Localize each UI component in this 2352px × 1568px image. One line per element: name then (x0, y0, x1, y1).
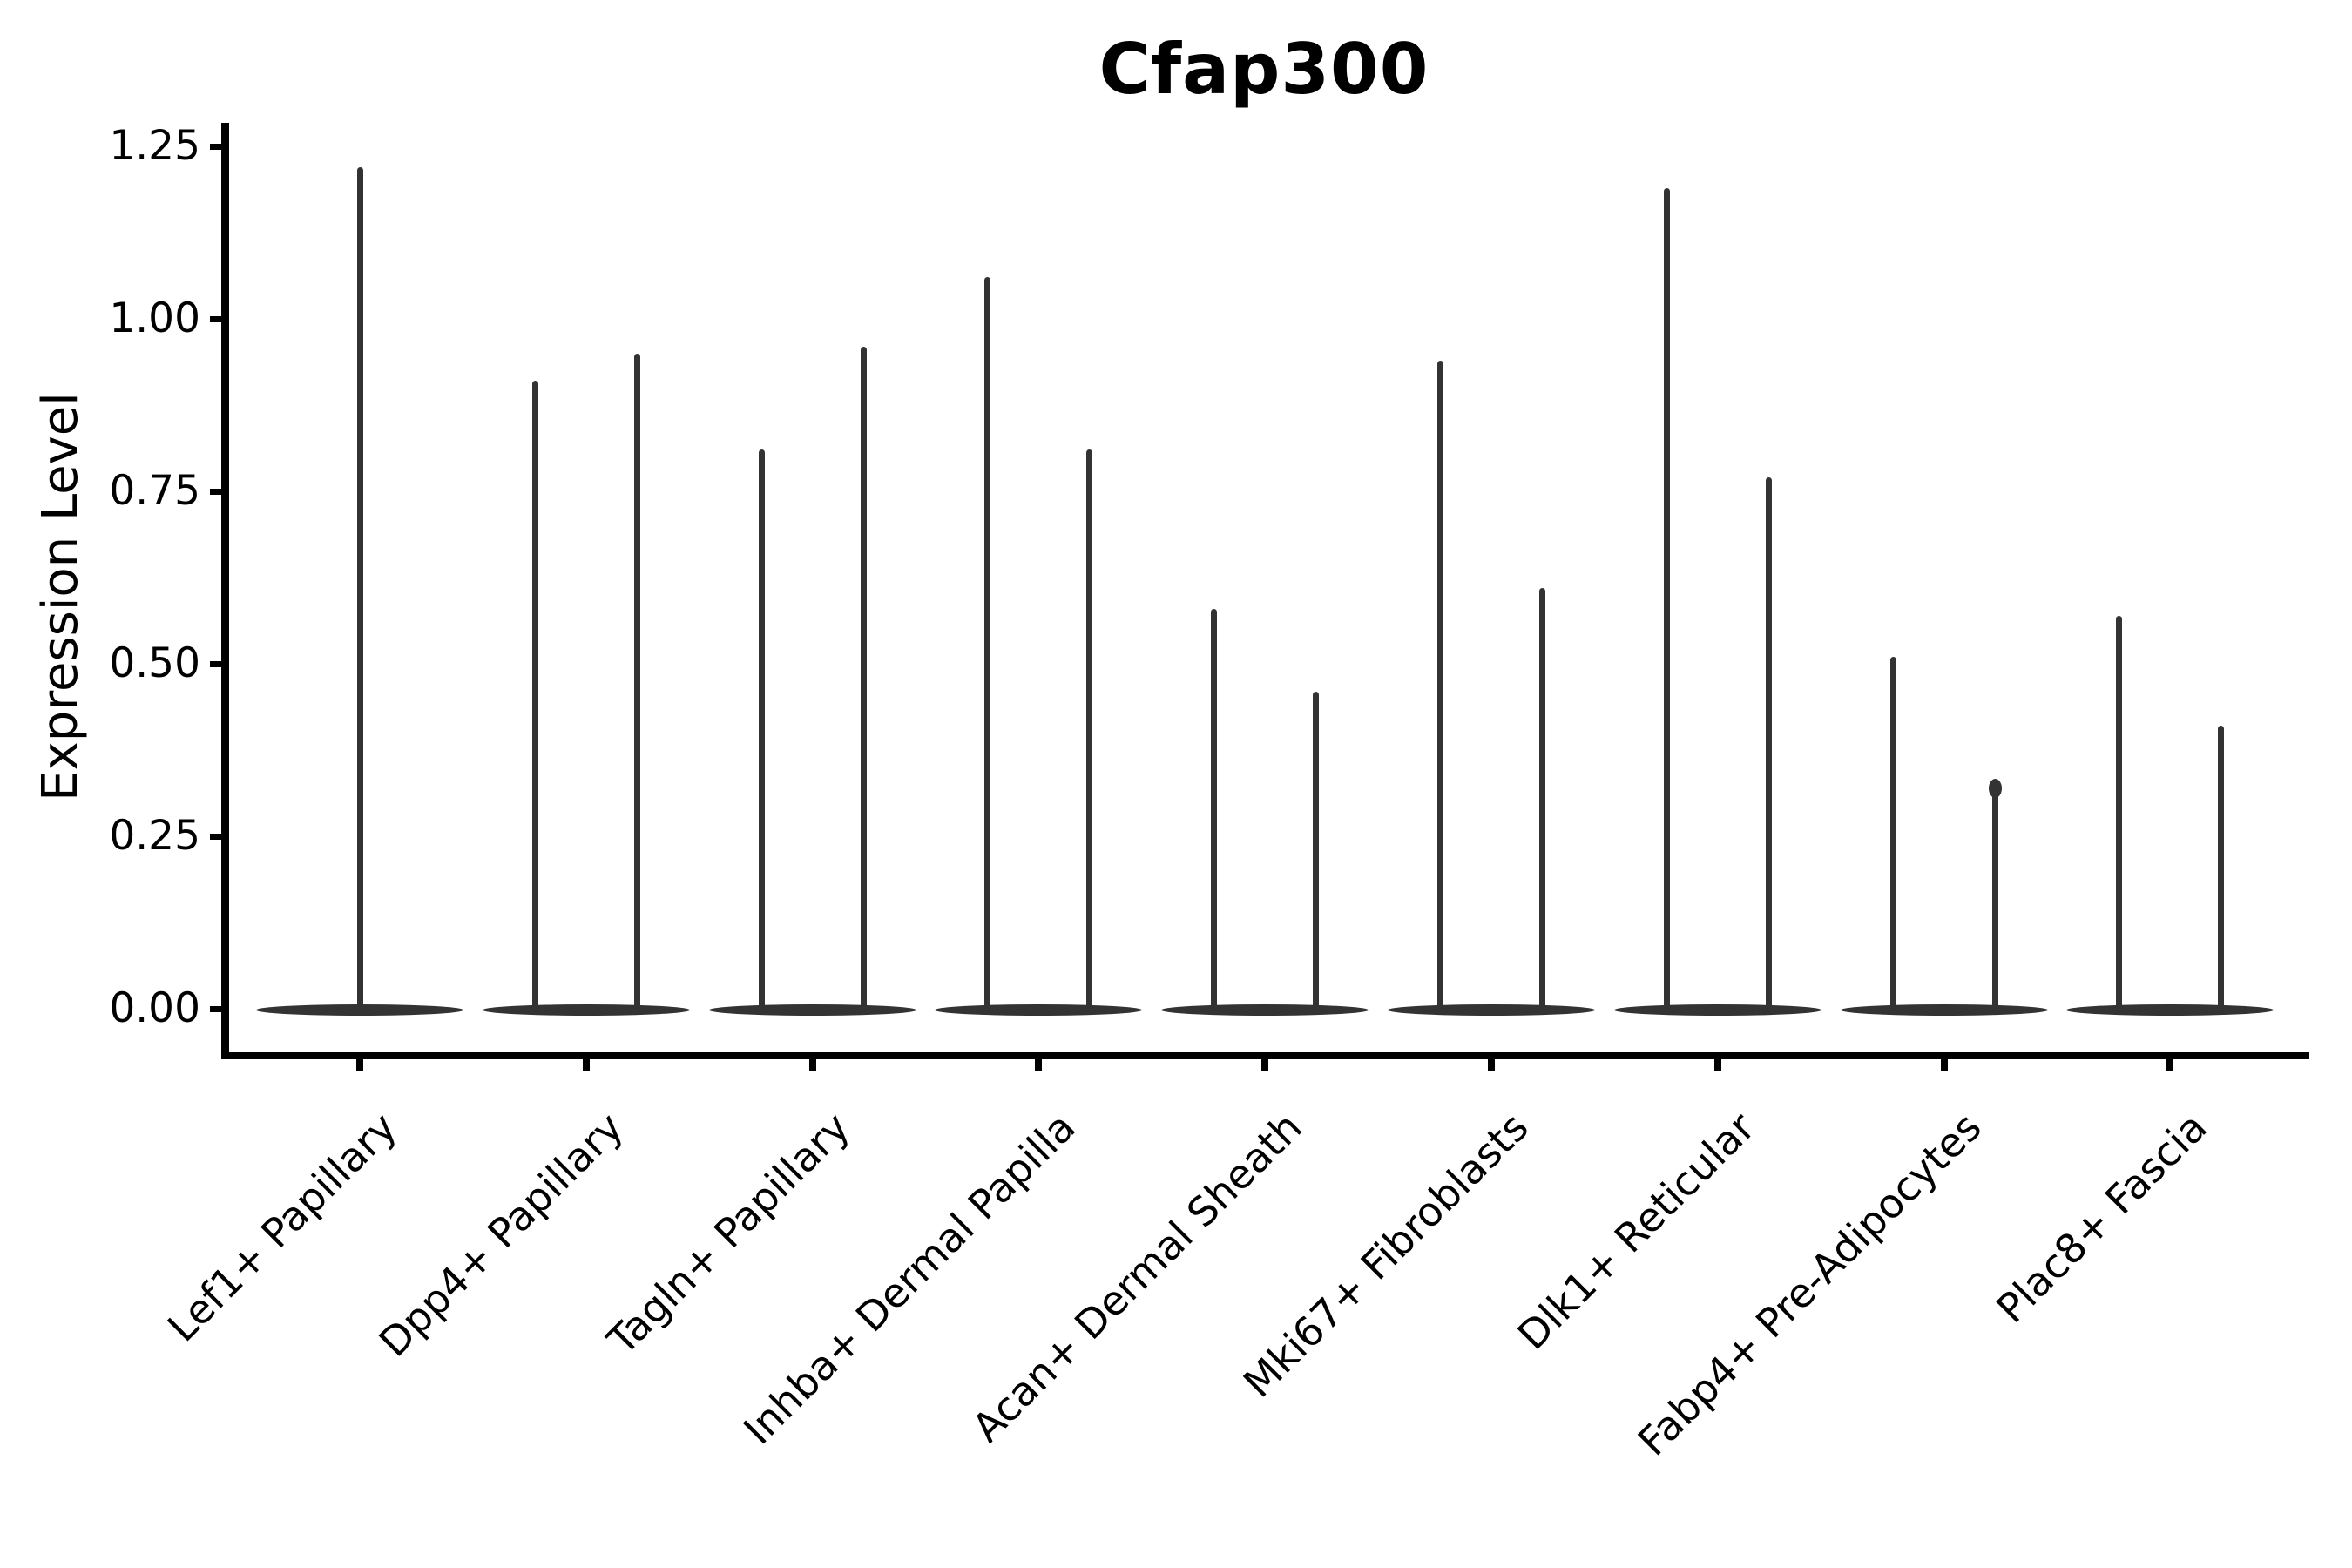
violin-spike (860, 346, 867, 1010)
x-tick (1713, 1059, 1721, 1071)
violin-spike (1437, 360, 1443, 1010)
violin-spike-knob (1988, 778, 2002, 798)
x-tick-label: Dpp4+ Papillary (369, 1103, 632, 1366)
x-tick (2166, 1059, 2174, 1071)
x-tick-label: Lef1+ Papillary (158, 1103, 406, 1351)
x-tick-label: Plac8+ Fascia (1987, 1103, 2217, 1332)
x-tick (1940, 1059, 1948, 1071)
violin-spike (984, 277, 991, 1010)
y-tick-label: 0.50 (109, 639, 200, 687)
x-tick-label: Inhba+ Dermal Papilla (734, 1103, 1085, 1454)
y-tick (210, 488, 221, 495)
x-axis-spine (221, 1052, 2309, 1059)
y-tick (210, 315, 221, 322)
violin-spike (1663, 187, 1670, 1010)
y-tick-label: 0.25 (109, 812, 200, 860)
violin-spike (2116, 615, 2123, 1010)
violin-spike (1889, 657, 1896, 1010)
violin-spike (356, 166, 363, 1010)
x-tick (356, 1059, 363, 1071)
violin-spike (2218, 726, 2225, 1010)
violin-body (1388, 1004, 1595, 1016)
y-tick (210, 143, 221, 150)
violin-spike (531, 381, 538, 1010)
violin-body (2066, 1004, 2274, 1016)
y-tick-label: 0.75 (109, 467, 200, 515)
violin-body (482, 1004, 690, 1016)
y-tick-label: 1.25 (109, 122, 200, 170)
violin-body (1613, 1004, 1821, 1016)
violin-body (1840, 1004, 2048, 1016)
y-tick-label: 1.00 (109, 294, 200, 342)
violin-body (935, 1004, 1143, 1016)
y-tick (210, 833, 221, 840)
y-tick-label: 0.00 (109, 984, 200, 1032)
violin-spike (1086, 449, 1093, 1010)
x-tick (1261, 1059, 1269, 1071)
x-tick (582, 1059, 590, 1071)
y-tick (210, 660, 221, 667)
violin-spike (1991, 781, 1998, 1010)
x-tick-label: Fabp4+ Pre-Adipocytes (1628, 1103, 1990, 1465)
x-tick-label: Tagln+ Papillary (598, 1103, 859, 1364)
violin-spike (758, 449, 765, 1010)
y-axis-spine (221, 123, 229, 1059)
violin-body (256, 1004, 463, 1016)
x-tick-label: Dlk1+ Reticular (1508, 1103, 1764, 1359)
violin-spike (1211, 608, 1218, 1010)
violin-spike (1313, 691, 1320, 1010)
violin-spike (1765, 477, 1772, 1010)
chart-title: Cfap300 (1098, 29, 1429, 110)
x-tick-label: Mki67+ Fibroblasts (1233, 1103, 1538, 1407)
violin-body (708, 1004, 916, 1016)
x-tick (808, 1059, 816, 1071)
violin-spike (633, 353, 640, 1010)
violin-spike (1539, 587, 1545, 1010)
violin-body (1161, 1004, 1369, 1016)
x-tick-label: Acan+ Dermal Sheath (963, 1103, 1311, 1451)
x-tick (1035, 1059, 1043, 1071)
x-tick (1488, 1059, 1495, 1071)
y-tick (210, 1005, 221, 1012)
